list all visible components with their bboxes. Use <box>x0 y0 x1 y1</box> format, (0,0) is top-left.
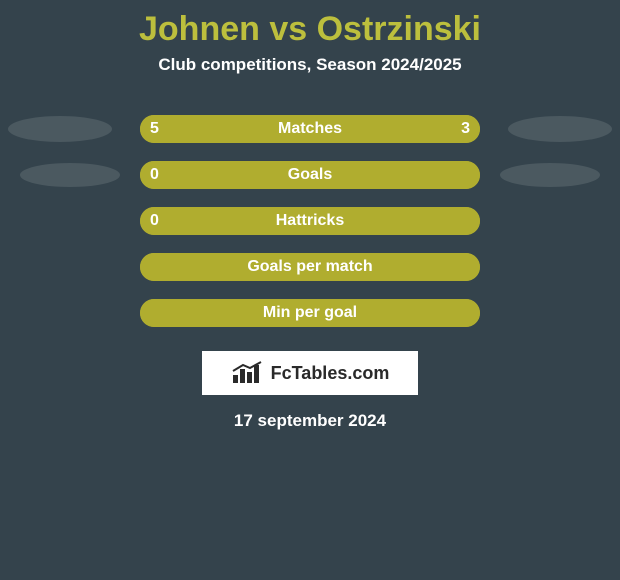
generated-date: 17 september 2024 <box>0 411 620 431</box>
stat-row: Goals per match <box>0 243 620 289</box>
page-title: Johnen vs Ostrzinski <box>0 0 620 49</box>
fctables-logo: FcTables.com <box>202 351 418 395</box>
stat-row: Matches5 3 <box>0 105 620 151</box>
stat-value-right: 3 <box>461 115 470 143</box>
stat-bar: Goals0 <box>140 161 480 189</box>
page-subtitle: Club competitions, Season 2024/2025 <box>0 55 620 75</box>
player-left-placeholder <box>8 116 112 142</box>
stat-bar: Hattricks0 <box>140 207 480 235</box>
stat-bar: Goals per match <box>140 253 480 281</box>
player-right-placeholder <box>500 163 600 187</box>
stat-row: Goals0 <box>0 151 620 197</box>
stat-label: Hattricks <box>140 207 480 235</box>
stat-label: Goals <box>140 161 480 189</box>
player-left-placeholder <box>20 163 120 187</box>
stat-bar: Matches5 3 <box>140 115 480 143</box>
stat-value-left: 5 <box>150 115 159 143</box>
bar-chart-icon <box>231 361 265 385</box>
stat-row: Hattricks0 <box>0 197 620 243</box>
stat-label: Min per goal <box>140 299 480 327</box>
stat-row: Min per goal <box>0 289 620 335</box>
player-right-placeholder <box>508 116 612 142</box>
stats-container: Matches53Goals0Hattricks0Goals per match… <box>0 105 620 335</box>
stat-bar: Min per goal <box>140 299 480 327</box>
logo-text: FcTables.com <box>271 363 390 384</box>
stat-label: Goals per match <box>140 253 480 281</box>
stat-value-left: 0 <box>150 161 159 189</box>
stat-label: Matches <box>140 115 480 143</box>
stat-value-left: 0 <box>150 207 159 235</box>
